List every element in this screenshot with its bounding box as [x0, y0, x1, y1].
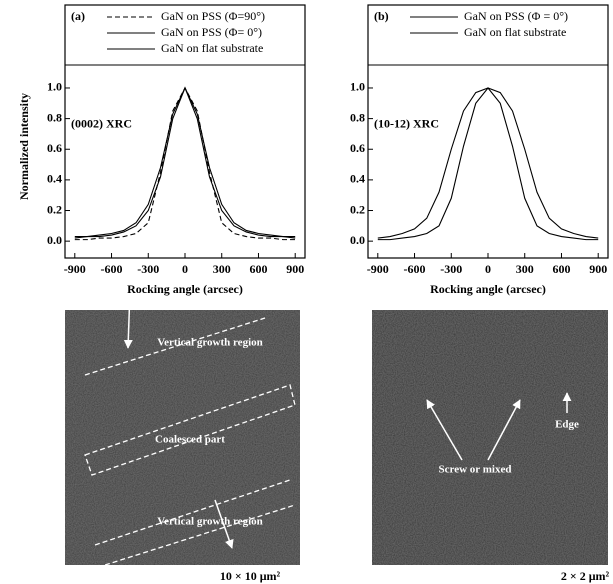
curve: [74, 86, 296, 241]
y-tick-label: 1.0: [47, 80, 62, 94]
y-tick-label: 0.8: [350, 110, 365, 124]
x-tick-label: 0: [485, 262, 491, 276]
annotation: (0002) XRC: [71, 116, 132, 130]
y-tick-label: 0.2: [350, 202, 365, 216]
x-tick-label: 900: [286, 262, 304, 276]
image-label: Edge: [555, 419, 579, 431]
x-tick-label: -600: [404, 262, 426, 276]
arrows: [123, 0, 572, 549]
afm-image: [65, 310, 300, 565]
y-tick-label: 1.0: [350, 80, 365, 94]
afm-image: [372, 310, 608, 565]
image-label: Screw or mixed: [439, 464, 512, 476]
legend-label: GaN on PSS (Φ= 0°): [161, 25, 262, 39]
y-tick-label: 0.8: [47, 110, 62, 124]
panel-label: (b): [374, 9, 389, 23]
curve: [74, 86, 296, 239]
x-tick-label: -900: [64, 262, 86, 276]
image-label: Vertical growth region: [157, 337, 263, 349]
curve: [377, 87, 599, 241]
x-tick-label: 300: [516, 262, 534, 276]
x-tick-label: 300: [213, 262, 231, 276]
curve: [377, 87, 599, 239]
image-label: Coalesced part: [155, 434, 225, 446]
x-tick-label: 600: [249, 262, 267, 276]
curve: [74, 86, 296, 238]
annotation: (10-12) XRC: [374, 116, 439, 130]
x-tick-label: -600: [101, 262, 123, 276]
x-tick-label: 0: [182, 262, 188, 276]
y-tick-label: 0.0: [350, 233, 365, 247]
image-label: Vertical growth region: [157, 516, 263, 528]
y-tick-label: 0.6: [47, 141, 62, 155]
x-tick-label: -300: [440, 262, 462, 276]
y-tick-label: 0.6: [350, 141, 365, 155]
x-axis-label: Rocking angle (arcsec): [430, 282, 546, 296]
x-tick-label: 900: [589, 262, 607, 276]
image-caption: 10 × 10 μm²: [220, 569, 281, 583]
x-tick-label: 600: [552, 262, 570, 276]
x-tick-label: -900: [367, 262, 389, 276]
frame: [367, 4, 609, 259]
legend-label: GaN on PSS (Φ = 0°): [464, 9, 568, 23]
panel-label: (a): [71, 9, 85, 23]
image-caption: 2 × 2 μm²: [561, 569, 610, 583]
legend-label: GaN on flat substrate: [464, 25, 566, 39]
y-tick-label: 0.2: [47, 202, 62, 216]
legend-label: GaN on flat substrate: [161, 41, 263, 55]
y-tick-label: 0.4: [47, 172, 62, 186]
legend-label: GaN on PSS (Φ=90°): [161, 9, 265, 23]
x-axis-label: Rocking angle (arcsec): [127, 282, 243, 296]
y-tick-label: 0.0: [47, 233, 62, 247]
y-tick-label: 0.4: [350, 172, 365, 186]
x-tick-label: -300: [137, 262, 159, 276]
y-axis-label: Normalized intensity: [17, 93, 31, 200]
